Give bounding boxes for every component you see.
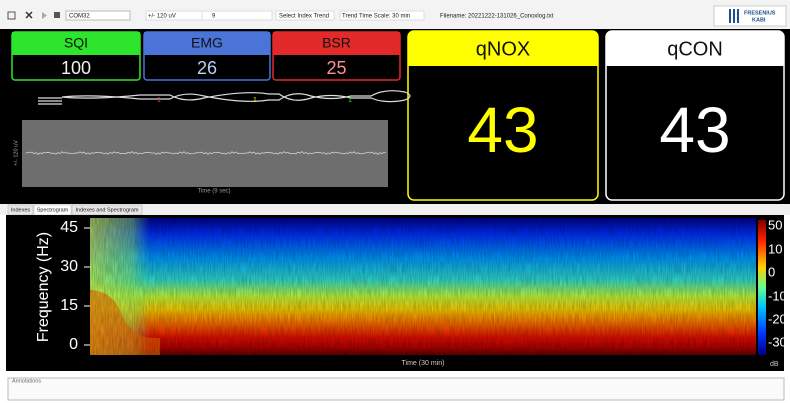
colorbar-tick-label: 50 (768, 217, 782, 232)
y-tick-label: 0 (69, 336, 78, 353)
tab-label: Indexes and Spectrogram (76, 207, 139, 213)
index-label: EMG (191, 35, 223, 51)
electrode-label: 1 (348, 97, 352, 104)
main-index-label: qNOX (476, 38, 530, 60)
index-trend: Select Index Trend (279, 14, 329, 20)
annotations-box[interactable] (8, 378, 784, 400)
colorbar-tick-label: -20 (768, 311, 787, 326)
index-value: 26 (197, 58, 217, 78)
logo-text: FRESENIUS (744, 10, 776, 16)
annotations-label: Annotations (12, 378, 41, 384)
logo-text: KABI (752, 17, 766, 23)
index-label: BSR (322, 35, 351, 51)
electrode-label: 1 (157, 97, 161, 104)
main-index-value: 43 (467, 94, 538, 166)
y-tick-label: 30 (60, 258, 78, 275)
main-index-value: 43 (659, 94, 730, 166)
colorbar-tick-label: 0 (768, 264, 775, 279)
y-tick-label: 15 (60, 297, 78, 314)
port: COM32 (69, 14, 90, 20)
y-tick-label: 45 (60, 219, 78, 236)
main-index-label: qCON (667, 38, 723, 60)
filename: Filename: 20221222-131026_Conoxlog.txt (440, 14, 554, 20)
colorbar-unit: dB (770, 361, 779, 368)
app-window: COM32 +/- 120 uV 9 Select Index Trend Tr… (0, 0, 790, 403)
amplitude: +/- 120 uV (148, 14, 176, 20)
colorbar (758, 220, 766, 355)
eeg-x-label: Time (9 sec) (197, 189, 230, 195)
spectrogram-x-label: Time (30 min) (402, 360, 445, 367)
index-value: 100 (61, 58, 91, 78)
spectrogram-noise (90, 218, 756, 355)
electrode-label: 1 (253, 97, 257, 104)
colorbar-tick-label: 10 (768, 241, 782, 256)
index-label: SQI (64, 35, 88, 51)
spectrogram-y-label: Frequency (Hz) (35, 232, 52, 342)
time-scale: Trend Time Scale: 30 min (342, 14, 410, 20)
eeg-amplitude-label: +/- 120 uV (13, 140, 19, 166)
tab-label: Indexes (11, 207, 31, 213)
index-value: 25 (326, 58, 346, 78)
tab-label: Spectrogram (37, 207, 69, 213)
colorbar-tick-label: -10 (768, 288, 787, 303)
colorbar-tick-label: -30 (768, 334, 787, 349)
